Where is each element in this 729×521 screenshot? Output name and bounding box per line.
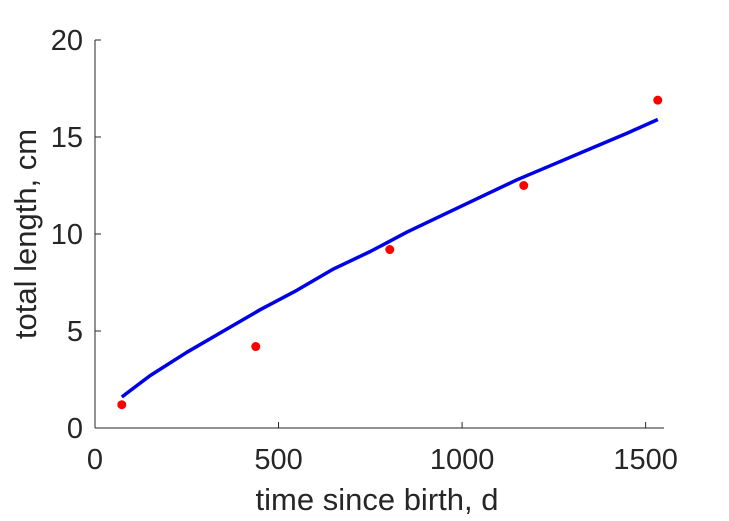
data-point — [519, 181, 529, 190]
x-tick-label: 500 — [254, 444, 302, 476]
y-tick-label: 10 — [51, 219, 83, 251]
x-tick-label: 0 — [87, 444, 103, 476]
x-axis-title: time since birth, d — [256, 482, 499, 517]
fit-line — [120, 117, 659, 399]
y-tick-label: 5 — [67, 316, 83, 348]
x-ticks: 0 500 1000 1500 — [87, 422, 678, 476]
y-tick-label: 20 — [51, 25, 83, 57]
x-tick-label: 1000 — [430, 444, 495, 476]
axes — [94, 40, 664, 429]
data-point — [385, 245, 395, 255]
data-point — [251, 342, 261, 352]
y-tick-label: 0 — [67, 413, 83, 445]
y-tick-label: 15 — [51, 122, 83, 154]
data-point — [117, 400, 127, 410]
x-tick-label: 1500 — [613, 444, 678, 476]
y-axis-title: total length, cm — [8, 129, 43, 339]
y-ticks: 0 5 10 15 20 — [51, 25, 101, 445]
data-point — [653, 95, 663, 105]
series-layer — [117, 95, 663, 410]
